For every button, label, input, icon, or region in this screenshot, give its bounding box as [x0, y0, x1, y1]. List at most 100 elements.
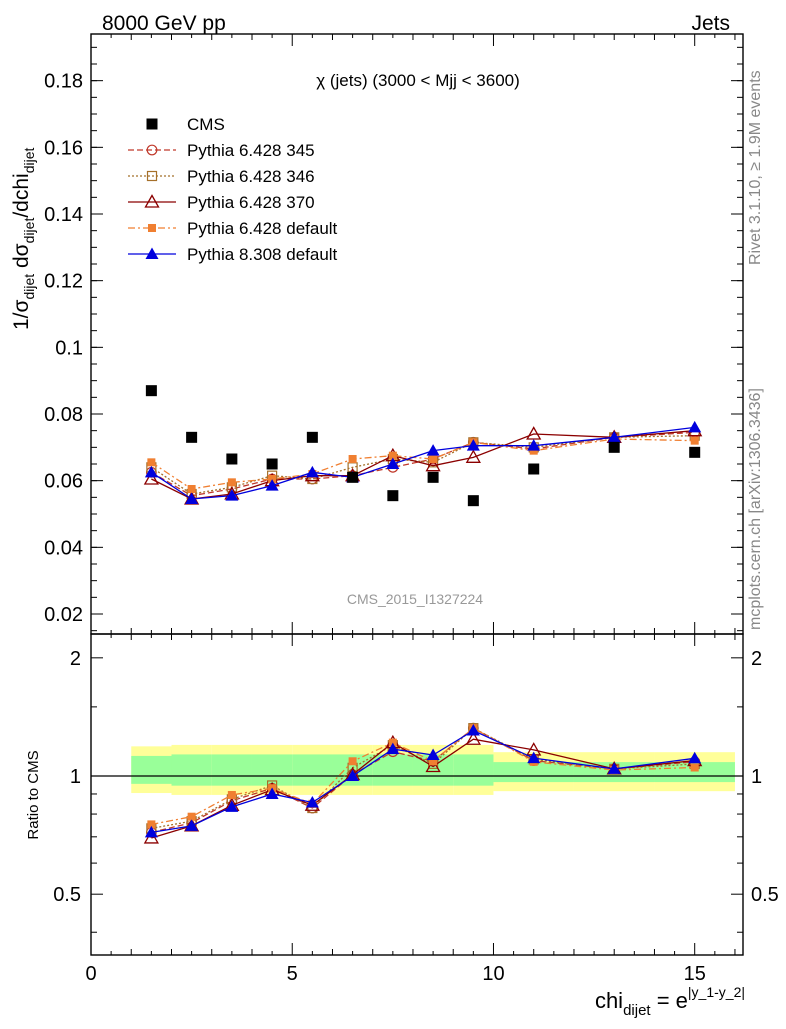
mcplots-label: mcplots.cern.ch [arXiv:1306.3436]: [747, 388, 764, 630]
ratio-y-tick-label-right: 0.5: [751, 884, 779, 906]
y-tick-label: 0.06: [44, 471, 83, 493]
ratio-band-inner: [131, 755, 172, 784]
ylabel-prefix: 1/σ: [10, 299, 33, 330]
series-5-point: [265, 479, 279, 491]
series-4-point: [388, 451, 397, 460]
x-tick-label: 0: [85, 963, 96, 985]
ratio-y-axis-label: Ratio to CMS: [25, 750, 42, 839]
series-5-point: [466, 439, 480, 451]
ratio-band-inner: [292, 754, 333, 786]
series-5-point: [688, 420, 702, 433]
x-tick-label: 15: [684, 963, 706, 985]
series-5-ratio-point: [466, 724, 480, 736]
series-5-line: [151, 426, 695, 500]
series-4-point: [348, 455, 357, 463]
series-4-point: [690, 436, 699, 445]
cms-data-point: [467, 495, 479, 507]
series-4-ratio-point: [147, 820, 156, 829]
series-4-ratio-line: [151, 727, 695, 826]
series-3-ratio-line: [151, 738, 695, 839]
ylabel-mid: dσ: [10, 243, 33, 274]
series-3-point: [526, 426, 542, 440]
series-5-ratio-point: [185, 819, 199, 831]
legend-label: CMS: [187, 115, 225, 134]
series-3-point: [465, 449, 481, 463]
cms-data-point: [608, 441, 620, 453]
rivet-label: Rivet 3.1.10, ≥ 1.9M events: [747, 70, 764, 265]
x-tick-label: 5: [287, 963, 298, 985]
xlabel-sub: dijet: [623, 1002, 651, 1019]
series-5-point: [185, 492, 199, 504]
series-1-line: [151, 431, 695, 497]
legend-marker: [148, 224, 156, 232]
series-5-ratio-line: [151, 729, 695, 834]
series-5-ratio-point: [527, 751, 541, 764]
series-5-ratio-point: [386, 742, 400, 755]
xlabel-base: chi: [595, 988, 623, 1013]
y-tick-label: 0.14: [44, 204, 83, 226]
series-4-point: [187, 485, 196, 493]
series-5-ratio-point: [305, 795, 319, 808]
y-tick-label: 0.02: [44, 604, 83, 626]
cms-data-point: [145, 385, 157, 397]
series-5-point: [144, 465, 158, 478]
ratio-y-tick-label-right: 2: [751, 648, 762, 670]
y-tick-label: 0.12: [44, 271, 83, 293]
header-left: 8000 GeV pp: [102, 12, 226, 35]
cms-data-point: [387, 490, 399, 502]
y-tick-label: 0.18: [44, 71, 83, 93]
series-3-line: [151, 430, 695, 500]
legend-label: Pythia 6.428 346: [187, 167, 315, 186]
header-right: Jets: [691, 12, 730, 35]
ratio-band-inner: [493, 762, 574, 783]
series-4-ratio-point: [187, 812, 196, 821]
x-axis-label: chidijet = e|y_1-y_2|: [595, 984, 745, 1019]
y-tick-label: 0.16: [44, 137, 83, 159]
series-3-point: [425, 457, 441, 472]
ratio-band-inner: [654, 762, 735, 783]
series-5-point: [426, 444, 440, 456]
series-4-ratio-point: [690, 763, 699, 772]
xlabel-sup: |y_1-y_2|: [688, 984, 745, 1000]
cms-data-point: [186, 431, 198, 443]
series-4-ratio-point: [429, 757, 438, 766]
ratio-panel: 0.5 0.5 1 1 2 2: [53, 633, 779, 956]
series-4-point: [147, 458, 156, 467]
cms-data-point: [528, 463, 540, 475]
legend-label: Pythia 6.428 default: [187, 219, 338, 238]
xlabel-eq: = e: [651, 988, 688, 1013]
series-5-ratio-point: [265, 787, 279, 799]
ylabel-tail: /dchi: [10, 173, 33, 217]
legend-marker: [145, 247, 159, 259]
series-5-point: [225, 489, 239, 501]
ratio-y-tick-label: 1: [70, 766, 81, 788]
legend-marker: [144, 194, 160, 208]
series-5-ratio-point: [607, 762, 621, 774]
y-tick-label: 0.1: [55, 337, 83, 359]
chart-title: χ (jets) (3000 < Mjj < 3600): [316, 71, 520, 90]
ratio-y-tick-label-right: 1: [751, 766, 762, 788]
ratio-y-tick-label: 0.5: [53, 884, 81, 906]
analysis-watermark: CMS_2015_I1327224: [347, 591, 483, 607]
legend-label: Pythia 6.428 345: [187, 141, 315, 160]
series-5-point: [386, 457, 400, 469]
ratio-band-inner: [211, 754, 252, 786]
series-5-ratio-point: [688, 751, 702, 764]
legend-label: Pythia 6.428 370: [187, 193, 315, 212]
series-4-line: [151, 438, 695, 490]
ylabel-sub1: dijet: [21, 274, 37, 300]
ratio-band-inner: [453, 754, 494, 786]
series-3-point: [143, 471, 159, 485]
main-panel: 0 5 10 15 0.02 0.04 0.06 0.08 0.1 0.12 0.14 0.16 0.1…: [44, 33, 744, 985]
series-4-point: [429, 455, 438, 463]
y-tick-label: 0.04: [44, 537, 83, 559]
series-2-line: [151, 435, 695, 495]
cms-data-point: [347, 471, 359, 483]
cms-data-point: [689, 446, 701, 458]
series-3-ratio-point: [425, 758, 441, 773]
ylabel-sub2: dijet: [21, 218, 37, 244]
ylabel-sub3: dijet: [21, 148, 37, 174]
ratio-frame: [90, 633, 744, 956]
cms-data-point: [427, 471, 439, 483]
